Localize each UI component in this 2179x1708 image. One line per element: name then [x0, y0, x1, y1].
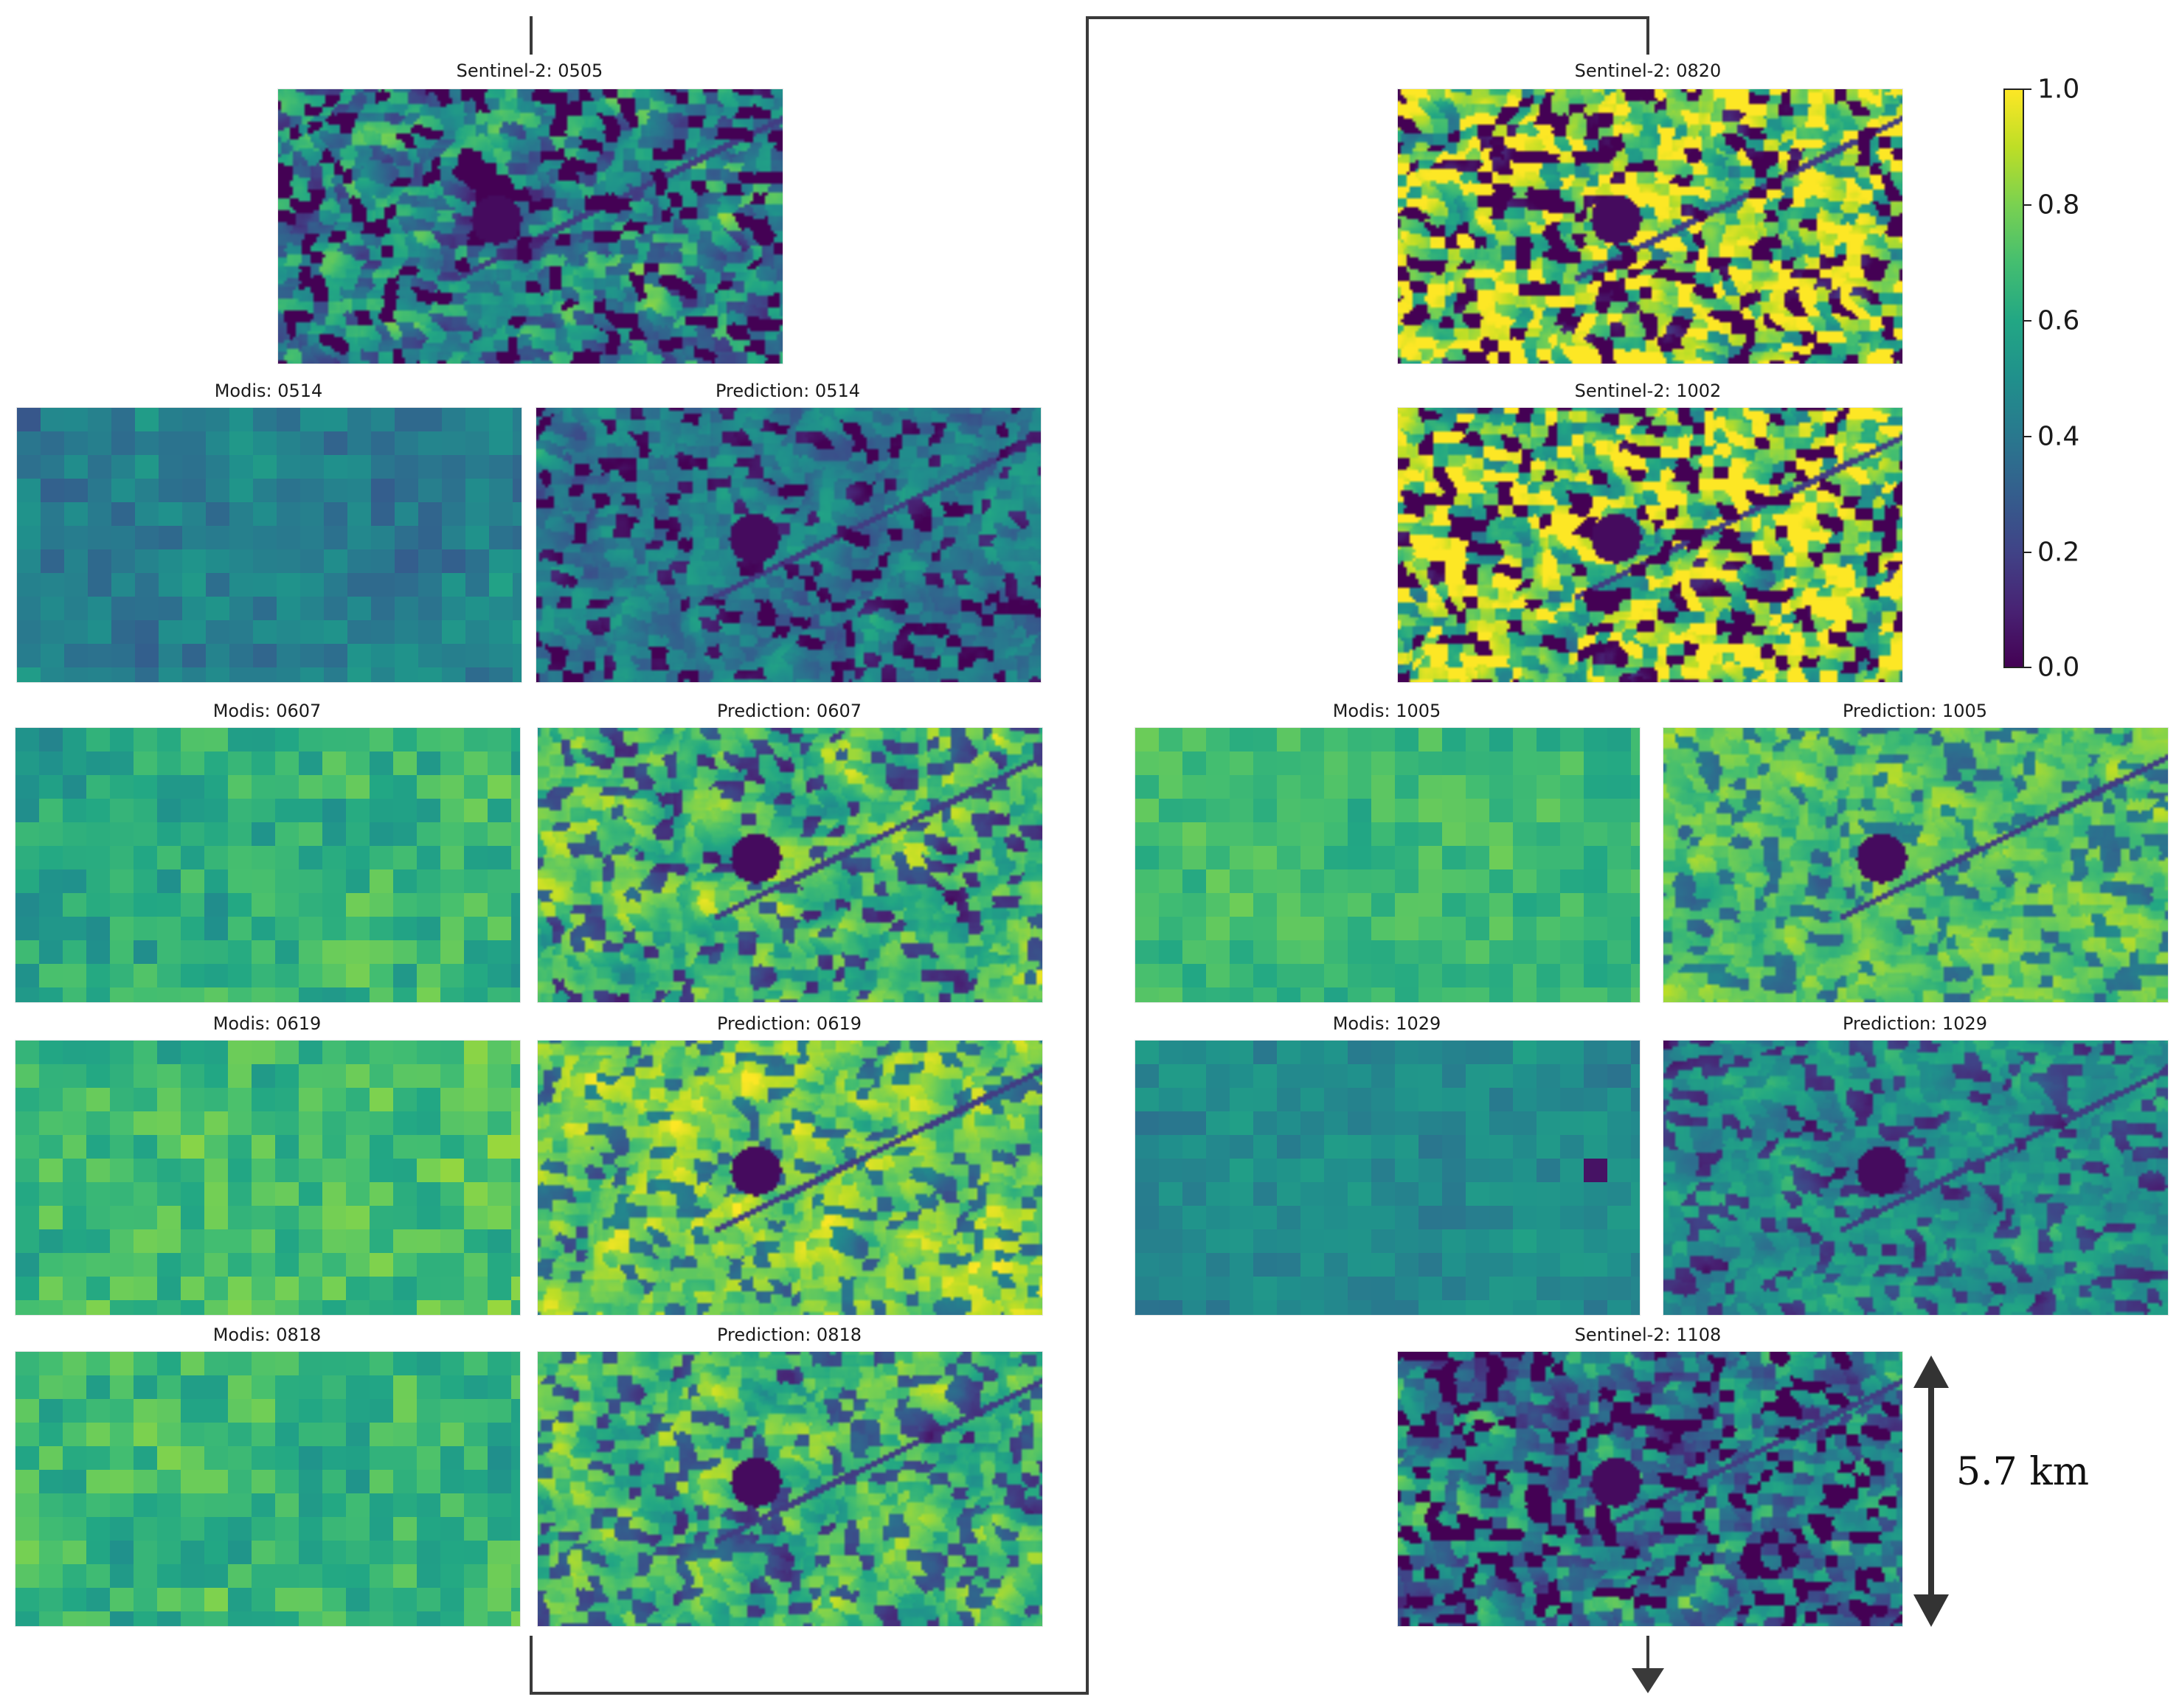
scale-arrow-down-icon — [1913, 1594, 1949, 1627]
panel-title: Sentinel-2: 0820 — [1574, 60, 1722, 81]
panel-title: Prediction: 1005 — [1842, 701, 1988, 721]
panel-title: Prediction: 0607 — [716, 701, 862, 721]
panel-prediction-1005 — [1663, 727, 2169, 1003]
colorbar-tick — [2024, 667, 2031, 668]
colorbar-tick-label: 1.0 — [2037, 74, 2080, 105]
panel-modis-1029 — [1134, 1040, 1641, 1316]
panel-title: Modis: 0619 — [212, 1013, 322, 1034]
panel-title: Prediction: 0619 — [716, 1013, 862, 1034]
colorbar-tick-label: 0.4 — [2037, 421, 2080, 452]
panel-title: Modis: 0514 — [214, 381, 323, 401]
flow-line-top-horizontal — [1086, 16, 1649, 19]
panel-title: Sentinel-2: 0505 — [456, 60, 603, 81]
panel-title: Modis: 0818 — [212, 1325, 322, 1345]
panel-modis-0818 — [15, 1351, 521, 1627]
colorbar-tick — [2024, 436, 2031, 437]
colorbar-tick-label: 0.8 — [2037, 190, 2080, 221]
flow-line-top-left-stub — [530, 16, 533, 55]
colorbar-tick-label: 0.2 — [2037, 537, 2080, 568]
colorbar-tick-label: 0.0 — [2037, 652, 2080, 683]
flow-line-bottom-right-arrow-shaft — [1646, 1636, 1649, 1673]
panel-title: Modis: 1005 — [1332, 701, 1441, 721]
scale-bar-line — [1928, 1385, 1934, 1599]
flow-line-bottom-horizontal — [530, 1692, 1089, 1695]
flow-line-top-right-stub — [1646, 16, 1649, 55]
panel-title: Modis: 0607 — [212, 701, 322, 721]
flow-line-bottom-left-stub — [530, 1636, 533, 1695]
colorbar-tick — [2024, 204, 2031, 206]
scale-bar-label: 5.7 km — [1956, 1450, 2090, 1494]
panel-title: Sentinel-2: 1002 — [1574, 381, 1722, 401]
panel-modis-0514 — [16, 407, 522, 683]
panel-title: Prediction: 0514 — [715, 381, 861, 401]
panel-title: Sentinel-2: 1108 — [1574, 1325, 1722, 1345]
flow-line-center-vertical — [1086, 16, 1089, 1695]
panel-sentinel-1108 — [1397, 1351, 1903, 1627]
panel-modis-0607 — [15, 727, 521, 1003]
panel-title: Prediction: 0818 — [716, 1325, 862, 1345]
colorbar-gradient — [2003, 88, 2024, 668]
colorbar-tick — [2024, 320, 2031, 322]
panel-prediction-0619 — [537, 1040, 1043, 1316]
panel-title: Prediction: 1029 — [1842, 1013, 1988, 1034]
panel-prediction-0607 — [537, 727, 1043, 1003]
colorbar-tick-label: 0.6 — [2037, 305, 2080, 336]
panel-sentinel-0505 — [277, 88, 783, 364]
colorbar-tick — [2024, 88, 2031, 90]
flow-arrow-down-icon — [1632, 1668, 1664, 1693]
panel-sentinel-1002 — [1397, 407, 1903, 683]
colorbar-tick — [2024, 552, 2031, 553]
panel-prediction-0818 — [537, 1351, 1043, 1627]
panel-modis-1005 — [1134, 727, 1641, 1003]
panel-prediction-0514 — [536, 407, 1042, 683]
panel-modis-0619 — [15, 1040, 521, 1316]
scale-arrow-up-icon — [1913, 1355, 1949, 1388]
panel-title: Modis: 1029 — [1332, 1013, 1441, 1034]
panel-sentinel-0820 — [1397, 88, 1903, 364]
panel-prediction-1029 — [1663, 1040, 2169, 1316]
